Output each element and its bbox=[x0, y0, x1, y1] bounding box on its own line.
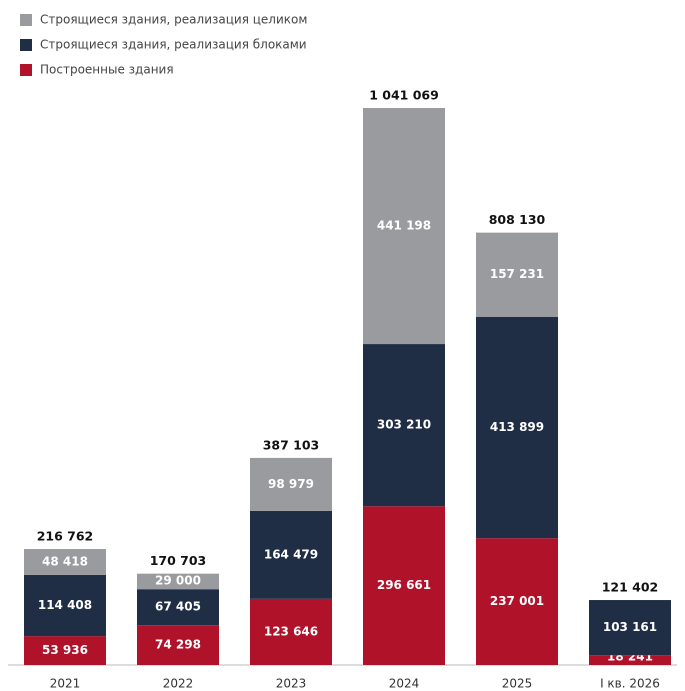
segment-label: 157 231 bbox=[490, 267, 544, 281]
bar-segment bbox=[589, 600, 671, 656]
segment-label: 48 418 bbox=[42, 554, 88, 568]
total-label: 216 762 bbox=[37, 529, 94, 544]
bar-segment bbox=[137, 573, 219, 590]
segment-label: 296 661 bbox=[377, 578, 431, 592]
legend-swatch bbox=[20, 39, 32, 51]
bar-segment bbox=[589, 655, 671, 665]
segment-label: 74 298 bbox=[155, 638, 201, 652]
legend-label: Построенные здания bbox=[40, 63, 174, 77]
bar-segment bbox=[137, 625, 219, 665]
segment-label: 67 405 bbox=[155, 600, 201, 614]
bar-segment bbox=[250, 457, 332, 511]
segment-label: 114 408 bbox=[38, 598, 92, 612]
x-tick-label: 2024 bbox=[389, 677, 420, 691]
bar-segment bbox=[363, 108, 445, 345]
total-label: 121 402 bbox=[602, 580, 659, 595]
bar-segment bbox=[476, 538, 558, 665]
x-tick-label: I кв. 2026 bbox=[600, 677, 660, 691]
total-label: 1 041 069 bbox=[369, 88, 439, 103]
legend-label: Строящиеся здания, реализация целиком bbox=[40, 13, 307, 27]
legend-swatch bbox=[20, 14, 32, 26]
segment-label: 123 646 bbox=[264, 624, 318, 638]
segment-label: 413 899 bbox=[490, 420, 544, 434]
bar-segment bbox=[250, 598, 332, 665]
segment-label: 237 001 bbox=[490, 594, 544, 608]
bar-segment bbox=[137, 589, 219, 626]
total-label: 387 103 bbox=[263, 437, 320, 452]
segment-label: 29 000 bbox=[155, 574, 201, 588]
bar-segment bbox=[24, 574, 106, 637]
segment-label: 303 210 bbox=[377, 418, 431, 432]
segment-label: 441 198 bbox=[377, 219, 431, 233]
segment-label: 164 479 bbox=[264, 547, 318, 561]
legend-swatch bbox=[20, 64, 32, 76]
bar-segment bbox=[476, 316, 558, 539]
bar-segment bbox=[24, 636, 106, 665]
legend-label: Строящиеся здания, реализация блоками bbox=[40, 38, 307, 52]
x-tick-label: 2023 bbox=[276, 677, 307, 691]
bar-segment bbox=[363, 344, 445, 507]
total-label: 170 703 bbox=[150, 553, 207, 568]
segment-label: 103 161 bbox=[603, 620, 657, 634]
segment-label: 53 936 bbox=[42, 643, 88, 657]
x-tick-label: 2022 bbox=[163, 677, 194, 691]
bar-segment bbox=[24, 549, 106, 575]
segment-label: 98 979 bbox=[268, 477, 314, 491]
total-label: 808 130 bbox=[489, 212, 546, 227]
x-tick-label: 2021 bbox=[50, 677, 81, 691]
bar-segment bbox=[250, 510, 332, 599]
x-tick-label: 2025 bbox=[502, 677, 533, 691]
bar-segment bbox=[476, 232, 558, 317]
bar-segment bbox=[363, 506, 445, 665]
